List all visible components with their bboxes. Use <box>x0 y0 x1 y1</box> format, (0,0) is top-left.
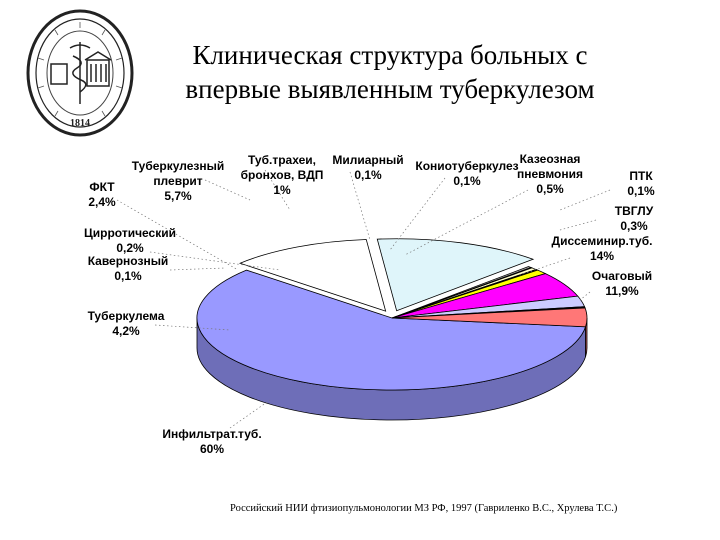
slice-label-4: Казеозная пневмония 0,5% <box>517 152 583 196</box>
slice-value-0: 5,7% <box>164 189 192 203</box>
chart-title: Клиническая структура больных с впервые … <box>140 38 640 106</box>
slice-value-2: 0,1% <box>354 168 382 182</box>
slice-value-4: 0,5% <box>536 182 564 196</box>
leader-line-7 <box>559 219 597 231</box>
slice-name-3: Кониотуберкулез <box>415 159 518 173</box>
slice-name-0: плеврит <box>153 174 202 188</box>
slice-name-2: Милиарный <box>332 153 403 167</box>
pie-slice-0 <box>196 269 587 391</box>
slice-value-13: 60% <box>200 442 224 456</box>
leader-line-6 <box>116 199 239 271</box>
slice-label-12: Туберкулема 4,2% <box>88 309 165 338</box>
slice-label-8: Цирротический 0,2% <box>84 226 176 255</box>
slice-value-8: 0,2% <box>116 241 144 255</box>
slice-name-4: Казеозная <box>520 152 581 166</box>
pie-slice-2 <box>376 238 535 312</box>
slice-value-9: 14% <box>590 249 614 263</box>
leader-line-5 <box>559 189 611 211</box>
slice-value-11: 11,9% <box>605 284 639 298</box>
slice-value-5: 0,1% <box>627 184 655 198</box>
source-note: Российский НИИ фтизиопульмонологии МЗ РФ… <box>230 503 618 514</box>
slice-label-7: ТВГЛУ 0,3% <box>615 204 654 233</box>
slice-name-6: ФКТ <box>89 180 115 194</box>
slice-label-13: Инфильтрат.туб. 60% <box>162 427 261 456</box>
leader-line-0 <box>204 179 251 201</box>
slice-value-7: 0,3% <box>620 219 648 233</box>
slice-label-1: Туб.трахеи, бронхов, ВДП 1% <box>241 153 324 197</box>
leader-line-12 <box>154 324 231 331</box>
slice-name-1: Туб.трахеи, <box>248 153 316 167</box>
slice-label-5: ПТК 0,1% <box>627 169 655 198</box>
caduceus-emblem <box>50 42 112 104</box>
slice-labels: Туберкулезный плеврит 5,7% Туб.трахеи, бронх… <box>84 152 655 456</box>
slice-label-2: Милиарный 0,1% <box>332 153 403 182</box>
title-line-1: Клиническая структура больных с <box>192 40 588 70</box>
slice-label-10: Кавернозный 0,1% <box>88 254 169 283</box>
slice-label-3: Кониотуберкулез 0,1% <box>415 159 518 188</box>
slice-name-9: Диссеминир.туб. <box>552 234 653 248</box>
slice-name-5: ПТК <box>629 169 653 183</box>
slice-name-7: ТВГЛУ <box>615 204 654 218</box>
slice-name-12: Туберкулема <box>88 309 165 323</box>
leader-lines <box>116 169 611 429</box>
pie-slice-13 <box>391 307 588 328</box>
pie-slice-1 <box>238 239 387 312</box>
slice-name-1: бронхов, ВДП <box>241 168 324 182</box>
pie-slices <box>196 238 588 421</box>
slice-name-10: Кавернозный <box>88 254 169 268</box>
slice-name-4: пневмония <box>517 167 583 181</box>
leader-line-11 <box>579 291 591 301</box>
slice-label-11: Очаговый 11,9% <box>592 269 652 298</box>
title-line-2: впервые выявленным туберкулезом <box>185 74 595 104</box>
slice-label-0: Туберкулезный плеврит 5,7% <box>132 159 224 203</box>
seal-year: 1814 <box>70 118 90 129</box>
leader-line-3 <box>389 177 446 251</box>
slice-value-3: 0,1% <box>453 174 481 188</box>
institute-seal-logo: 1814 <box>26 9 134 137</box>
slice-name-0: Туберкулезный <box>132 159 224 173</box>
slice-value-10: 0,1% <box>114 269 142 283</box>
slice-label-6: ФКТ 2,4% <box>88 180 116 209</box>
slice-label-9: Диссеминир.туб. 14% <box>552 234 653 263</box>
leader-line-13 <box>229 399 271 429</box>
slice-value-12: 4,2% <box>112 324 140 338</box>
leader-line-9 <box>519 257 571 276</box>
slice-name-13: Инфильтрат.туб. <box>162 427 261 441</box>
leader-line-2 <box>349 171 371 241</box>
slice-name-11: Очаговый <box>592 269 652 283</box>
slice-value-1: 1% <box>273 183 291 197</box>
slice-name-8: Цирротический <box>84 226 176 240</box>
leader-line-8 <box>149 251 281 271</box>
slice-value-6: 2,4% <box>88 195 116 209</box>
leader-line-10 <box>169 267 226 271</box>
